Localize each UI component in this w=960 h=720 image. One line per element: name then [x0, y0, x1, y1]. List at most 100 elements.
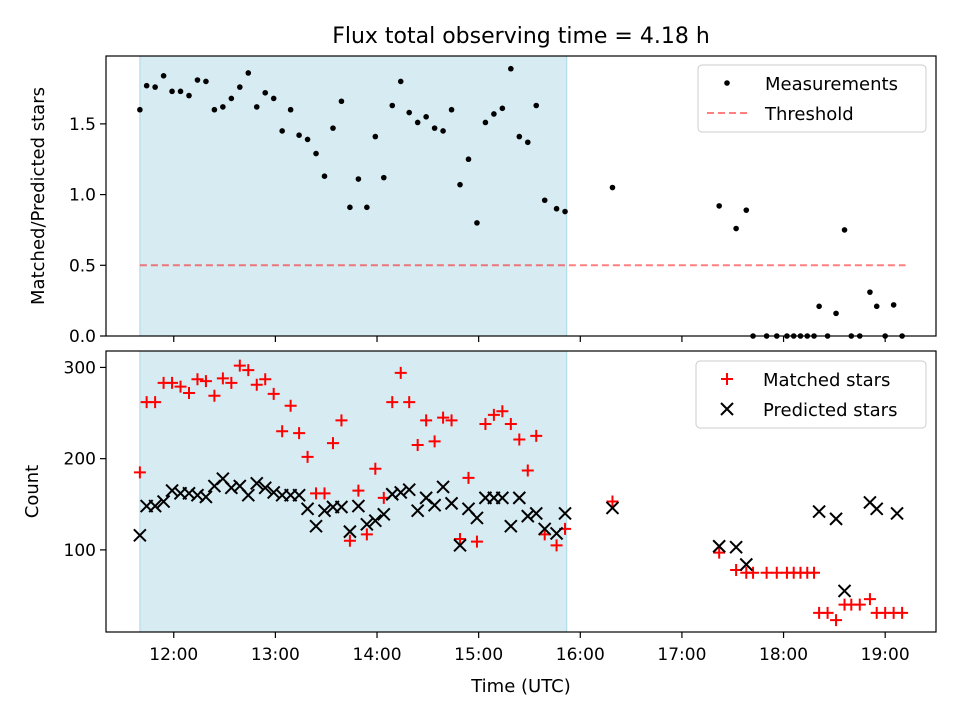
predicted-star-point [470, 511, 484, 525]
measurement-point [313, 150, 319, 157]
matched-star-point [216, 372, 229, 385]
predicted-star-point [890, 506, 904, 521]
matched-star-point [250, 378, 263, 391]
matched-star-point [166, 376, 179, 389]
measurement-point [270, 95, 277, 102]
matched-star-point [149, 396, 162, 409]
matched-star-point [208, 389, 221, 402]
measurement-point [279, 128, 285, 134]
matched-star-point [437, 411, 450, 424]
predicted-star-point [729, 540, 743, 554]
matched-star-point [284, 399, 297, 412]
matched-star-point [326, 437, 339, 450]
measurement-point [474, 220, 480, 226]
matched-star-point [133, 466, 146, 479]
matched-star-point [496, 405, 509, 418]
matched-star-point [403, 396, 416, 409]
measurement-point [873, 303, 880, 310]
legend-matched-marker [721, 373, 733, 385]
legend-threshold-label: Threshold [764, 104, 854, 125]
ratio-axes-frame [105, 55, 937, 337]
x-tick-label: 15:00 [454, 645, 503, 665]
measurement-point [431, 125, 438, 131]
matched-star-point [830, 614, 843, 627]
predicted-star-point [410, 503, 425, 518]
matched-star-point [191, 373, 204, 386]
ratio-y-ticks: 0.0 0.5 1.0 1.5 [69, 115, 106, 347]
measurement-point [177, 88, 184, 95]
matched-star-point [713, 546, 726, 559]
matched-star-point [538, 528, 551, 541]
measurement-point [533, 102, 540, 109]
measurement-point [890, 302, 897, 308]
predicted-star-point [504, 519, 518, 533]
measurement-point [372, 133, 379, 140]
measurement-point [482, 119, 489, 126]
predicted-star-point [558, 506, 572, 521]
count-axes-frame [105, 350, 937, 633]
measurement-point [524, 139, 531, 146]
measurement-point [716, 203, 722, 209]
matched-star-point [369, 462, 382, 475]
matched-star-point [863, 593, 876, 606]
x-tick-label: 16:00 [556, 645, 605, 665]
matched-star-point [479, 417, 492, 430]
y-tick-label: 300 [64, 358, 96, 378]
matched-star-point [896, 606, 909, 619]
matched-star-point [606, 495, 619, 508]
measurement-point [245, 70, 252, 76]
matched-star-point [301, 450, 314, 463]
matched-star-point [808, 566, 821, 579]
matched-star-point [386, 396, 399, 409]
matched-star-point [183, 386, 195, 399]
measurement-point [457, 181, 463, 188]
predicted-star-point [605, 501, 620, 515]
predicted-star-point [453, 538, 467, 553]
measurement-point [355, 176, 362, 182]
predicted-star-point [250, 476, 264, 490]
y-tick-label: 100 [64, 541, 96, 561]
measurement-point [143, 82, 150, 89]
matched-star-point [513, 433, 526, 446]
predicted-star-point [292, 488, 306, 502]
legend-measurements-label: Measurements [765, 74, 898, 95]
measurement-point [423, 114, 429, 120]
legend-x-shape [720, 402, 734, 416]
measurement-point [330, 125, 336, 131]
matched-star-point [318, 487, 331, 500]
matched-star-point [233, 359, 246, 372]
matched-star-point [352, 484, 365, 497]
measurement-point [516, 133, 523, 140]
ratio-legend-box [697, 64, 927, 133]
predicted-star-point [334, 500, 349, 514]
matched-star-point [259, 373, 272, 386]
measurement-point [347, 204, 353, 211]
measurement-point [287, 106, 294, 113]
predicted-star-point [360, 517, 374, 532]
count-marks [133, 359, 909, 627]
matched-star-point [853, 598, 866, 611]
x-tick-label: 13:00 [251, 645, 300, 665]
measurement-point [364, 204, 370, 211]
measurement-point [541, 197, 548, 204]
predicted-star-point [156, 494, 171, 509]
matched-star-point [530, 429, 543, 442]
matched-star-point [242, 364, 255, 377]
measurement-point [867, 289, 873, 295]
measurement-point [397, 78, 404, 85]
y-tick-label: 1.5 [69, 115, 96, 135]
matched-star-point [747, 566, 760, 579]
y-tick-label: 200 [64, 450, 96, 470]
observing-window-shade-top [139, 55, 568, 337]
count-x-ticks: 12:00 13:00 14:00 15:00 16:00 17:00 18:00 19:00 [149, 632, 910, 665]
ratio-y-axis-label: Matched/Predicted stars [28, 87, 49, 305]
predicted-star-point [739, 557, 753, 572]
matched-star-point [394, 366, 407, 379]
matched-star-point [521, 464, 534, 477]
matched-star-point [445, 414, 458, 427]
measurement-point [499, 105, 506, 112]
measurement-point [160, 72, 167, 79]
measurement-point [169, 88, 175, 95]
matched-star-point [267, 387, 280, 400]
